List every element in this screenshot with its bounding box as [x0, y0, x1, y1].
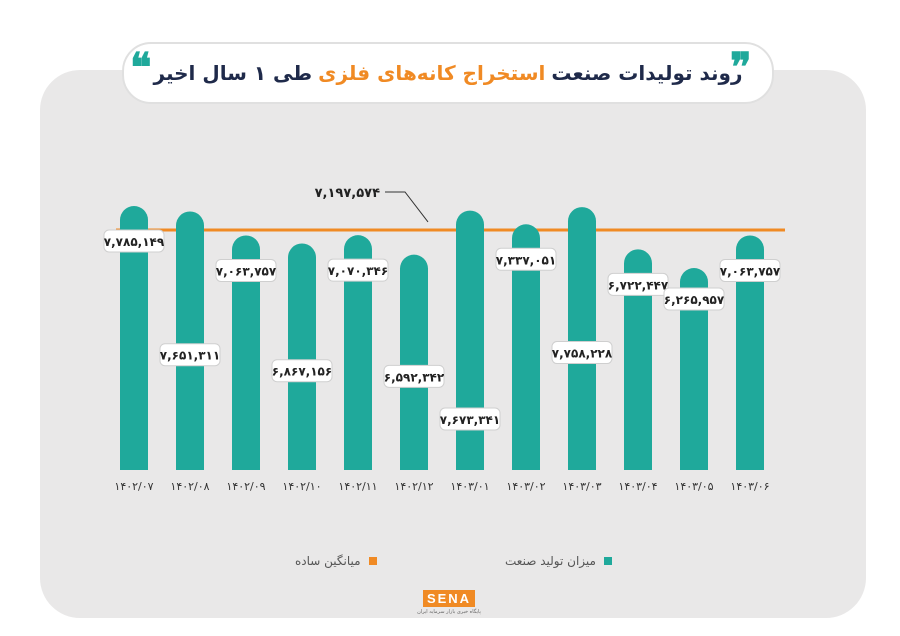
bar-base: [512, 456, 540, 470]
value-label-box: [719, 258, 781, 282]
value-label: ۷,۶۷۳,۳۴۱: [440, 413, 500, 427]
bar: [512, 224, 540, 470]
bar: [344, 235, 372, 470]
bar: [400, 254, 428, 470]
value-label: ۶,۲۶۵,۹۵۷: [664, 293, 725, 307]
legend-average: میانگین ساده: [295, 554, 377, 568]
bar-base: [120, 456, 148, 470]
value-label-box: [159, 343, 221, 367]
legend-series: میزان تولید صنعت: [505, 554, 612, 568]
category-label: ۱۴۰۲/۰۷: [114, 480, 153, 493]
value-label-box: [663, 287, 725, 311]
bar: [568, 207, 596, 470]
open-quote-icon: ❞: [730, 44, 752, 91]
bar-base: [680, 456, 708, 470]
category-label: ۱۴۰۲/۱۱: [338, 480, 377, 493]
value-label: ۷,۰۶۳,۷۵۷: [720, 264, 781, 278]
value-label: ۷,۶۵۱,۳۱۱: [160, 349, 220, 363]
average-value-label: ۷,۱۹۷,۵۷۴: [315, 186, 380, 201]
bar-base: [456, 456, 484, 470]
category-label: ۱۴۰۳/۰۵: [674, 480, 713, 493]
value-label: ۷,۷۵۸,۲۲۸: [552, 347, 613, 361]
legend-average-swatch: [368, 557, 377, 565]
category-label: ۱۴۰۳/۰۳: [562, 480, 601, 493]
bar-base: [400, 456, 428, 470]
close-quote-icon: ❝: [130, 44, 152, 91]
bar: [232, 235, 260, 470]
value-label-box: [551, 341, 613, 365]
chart-title: روند تولیدات صنعت استخراج کانه‌های فلزی …: [122, 42, 774, 104]
value-label-box: [607, 272, 669, 296]
value-label: ۷,۷۸۵,۱۴۹: [104, 235, 165, 249]
value-label-box: [103, 229, 165, 253]
value-label-box: [327, 258, 389, 282]
sena-logo: SENA پایگاه خبری بازار سرمایه ایران: [414, 590, 484, 620]
value-label: ۷,۳۳۷,۰۵۱: [496, 253, 556, 267]
bar: [176, 211, 204, 470]
value-label: ۷,۰۷۰,۳۴۶: [328, 264, 388, 278]
value-label: ۶,۷۲۲,۴۴۷: [608, 278, 669, 292]
bar-base: [344, 456, 372, 470]
bar: [120, 206, 148, 470]
logo-subtitle: پایگاه خبری بازار سرمایه ایران: [417, 609, 481, 615]
bar: [288, 243, 316, 470]
average-leader-line: [385, 191, 429, 223]
legend-average-label: میانگین ساده: [295, 554, 361, 568]
value-label-box: [495, 247, 557, 271]
legend-series-swatch: [603, 557, 612, 565]
value-label: ۶,۸۶۷,۱۵۶: [272, 365, 332, 379]
bar: [456, 210, 484, 470]
value-label-box: [215, 258, 277, 282]
value-label: ۶,۵۹۲,۳۴۲: [384, 370, 445, 384]
bar-base: [568, 456, 596, 470]
bar: [624, 249, 652, 470]
value-label-box: [271, 359, 333, 383]
logo-mark: SENA: [422, 590, 476, 607]
title-part-3: طی ۱ سال اخیر: [153, 61, 313, 85]
category-label: ۱۴۰۲/۱۰: [282, 480, 321, 493]
category-label: ۱۴۰۲/۰۸: [170, 480, 209, 493]
legend-series-label: میزان تولید صنعت: [505, 554, 596, 568]
category-label: ۱۴۰۲/۱۲: [394, 480, 433, 493]
bar-base: [736, 456, 764, 470]
title-part-1: روند تولیدات صنعت: [551, 61, 743, 85]
bar-base: [624, 456, 652, 470]
value-label-box: [383, 364, 445, 388]
category-label: ۱۴۰۳/۰۲: [506, 480, 545, 493]
bar-base: [288, 456, 316, 470]
bar: [680, 268, 708, 470]
bar-base: [232, 456, 260, 470]
bar: [736, 235, 764, 470]
category-label: ۱۴۰۳/۰۴: [618, 480, 657, 493]
title-part-2: استخراج کانه‌های فلزی: [318, 61, 546, 85]
category-label: ۱۴۰۳/۰۱: [450, 480, 489, 493]
bar-base: [176, 456, 204, 470]
category-label: ۱۴۰۲/۰۹: [226, 480, 265, 493]
value-label-box: [439, 407, 501, 431]
value-label: ۷,۰۶۳,۷۵۷: [216, 264, 277, 278]
category-label: ۱۴۰۳/۰۶: [730, 480, 769, 493]
